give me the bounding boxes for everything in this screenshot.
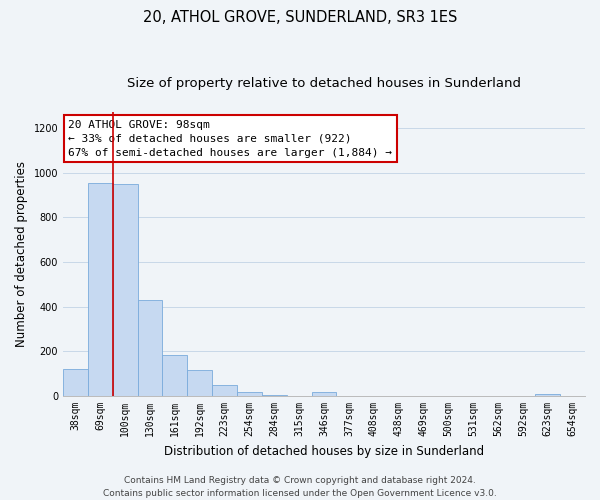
Text: Contains HM Land Registry data © Crown copyright and database right 2024.
Contai: Contains HM Land Registry data © Crown c… xyxy=(103,476,497,498)
Bar xyxy=(212,386,237,396)
Bar xyxy=(535,394,560,396)
Bar xyxy=(63,370,88,396)
Bar xyxy=(311,392,337,396)
Bar xyxy=(88,183,113,396)
X-axis label: Distribution of detached houses by size in Sunderland: Distribution of detached houses by size … xyxy=(164,444,484,458)
Title: Size of property relative to detached houses in Sunderland: Size of property relative to detached ho… xyxy=(127,78,521,90)
Bar xyxy=(113,184,137,396)
Bar xyxy=(237,392,262,396)
Bar xyxy=(187,370,212,396)
Bar xyxy=(137,300,163,396)
Y-axis label: Number of detached properties: Number of detached properties xyxy=(15,162,28,348)
Bar xyxy=(262,395,287,396)
Text: 20, ATHOL GROVE, SUNDERLAND, SR3 1ES: 20, ATHOL GROVE, SUNDERLAND, SR3 1ES xyxy=(143,10,457,25)
Text: 20 ATHOL GROVE: 98sqm
← 33% of detached houses are smaller (922)
67% of semi-det: 20 ATHOL GROVE: 98sqm ← 33% of detached … xyxy=(68,120,392,158)
Bar xyxy=(163,355,187,396)
